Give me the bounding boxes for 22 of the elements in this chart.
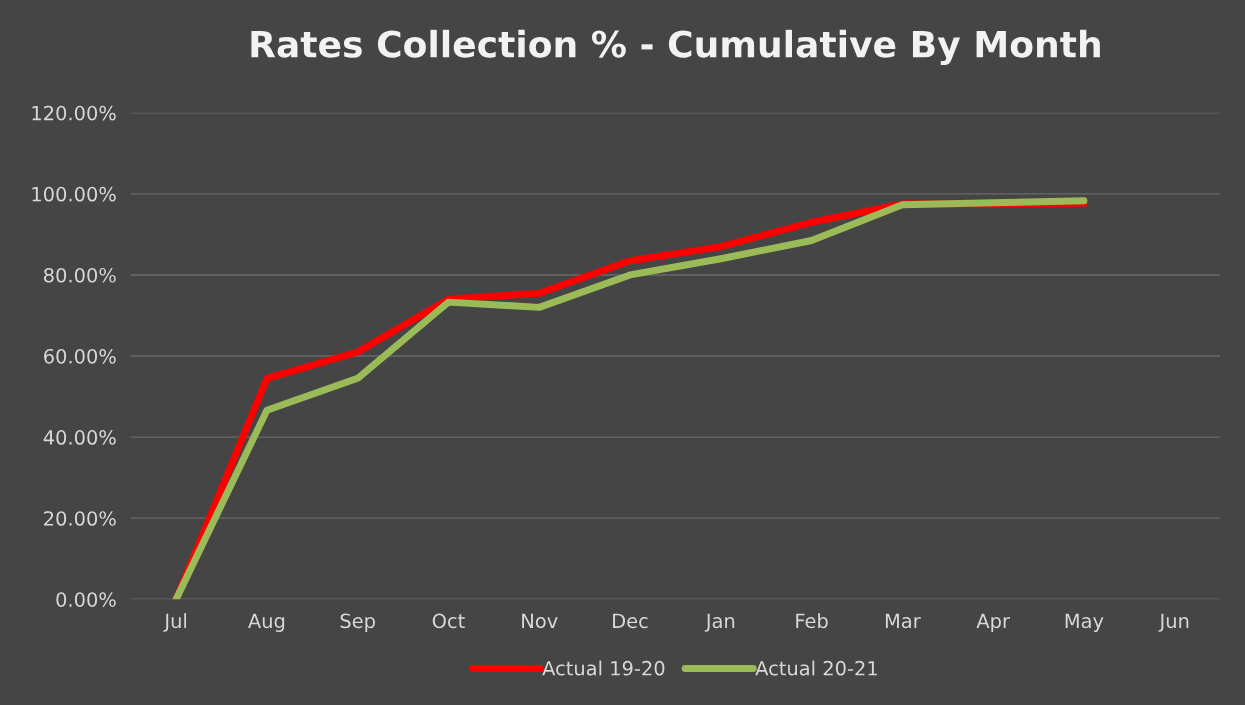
x-tick-label: Dec [613, 613, 648, 629]
legend-label: Actual 20-21 [755, 660, 877, 676]
x-tick-label: Mar [885, 613, 921, 629]
x-tick-label: Oct [432, 613, 465, 629]
y-tick-label: 120.00% [32, 105, 116, 121]
x-tick-label: Jun [1158, 613, 1189, 632]
x-tick-label: Aug [248, 613, 285, 632]
chart-title: Rates Collection % - Cumulative By Month [251, 29, 1100, 66]
x-tick-label: Nov [522, 613, 558, 629]
legend-label: Actual 19-20 [542, 660, 665, 676]
x-tick-label: Jul [163, 613, 187, 632]
x-tick-label: Apr [976, 613, 1010, 632]
x-tick-label: Sep [340, 613, 375, 632]
y-tick-label: 20.00% [44, 511, 116, 526]
y-tick-label: 0.00% [56, 592, 116, 607]
y-tick-label: 80.00% [44, 267, 116, 283]
y-tick-label: 60.00% [44, 348, 116, 364]
x-tick-label: May [1065, 613, 1104, 632]
x-tick-label: Feb [796, 613, 828, 629]
y-tick-label: 100.00% [32, 186, 116, 202]
y-tick-label: 40.00% [43, 430, 116, 445]
x-tick-label: Jan [704, 613, 735, 632]
